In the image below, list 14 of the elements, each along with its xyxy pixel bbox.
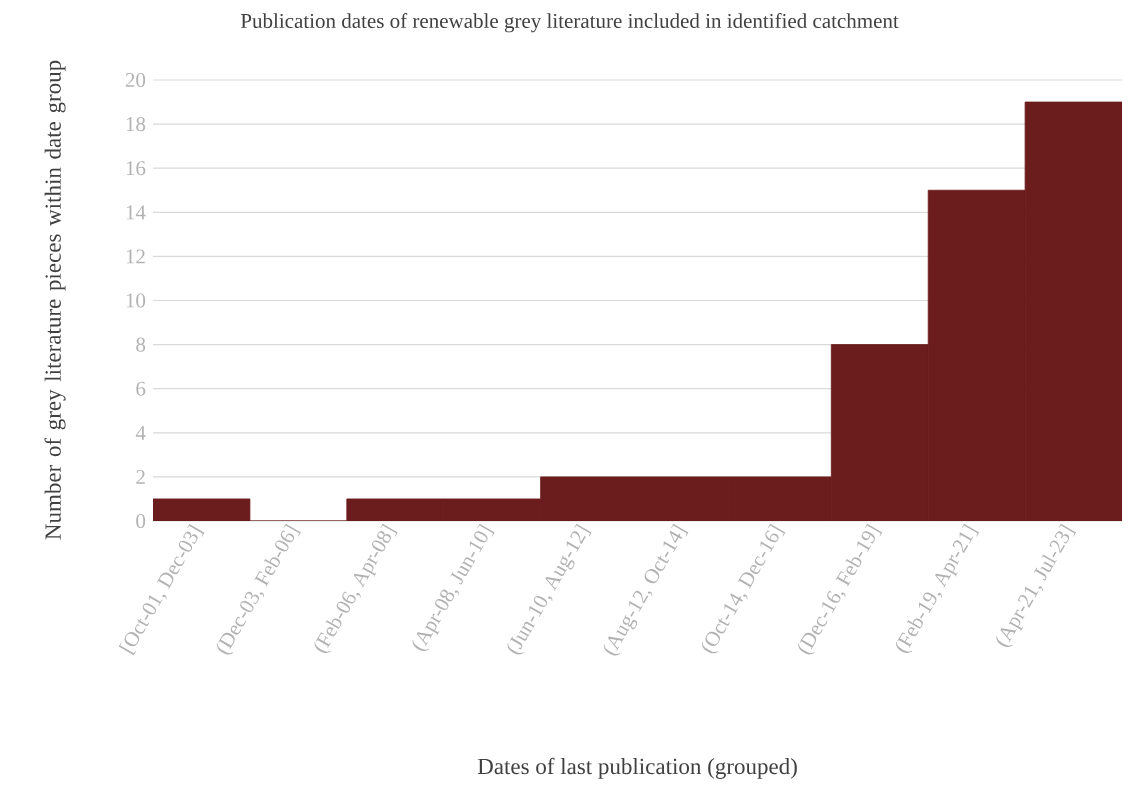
y-tick-label: 4 xyxy=(135,425,146,440)
y-tick-label: 14 xyxy=(126,205,146,220)
y-tick-label: 10 xyxy=(126,293,146,308)
y-tick-label: 18 xyxy=(126,117,146,132)
y-tick-label: 6 xyxy=(136,381,146,396)
y-tick-label: 8 xyxy=(136,337,146,352)
y-tick-label: 16 xyxy=(126,161,146,176)
y-tick-label: 2 xyxy=(136,469,145,484)
y-axis-title: Number of grey literature pieces within date group xyxy=(44,60,66,540)
y-tick-label: 12 xyxy=(126,249,145,264)
chart-title: Publication dates of renewable grey literature included in identified catchment xyxy=(240,13,899,33)
x-axis-title: Dates of last publication (grouped) xyxy=(477,757,797,779)
y-tick-label: 20 xyxy=(125,72,146,88)
y-tick-label: 0 xyxy=(136,513,146,529)
